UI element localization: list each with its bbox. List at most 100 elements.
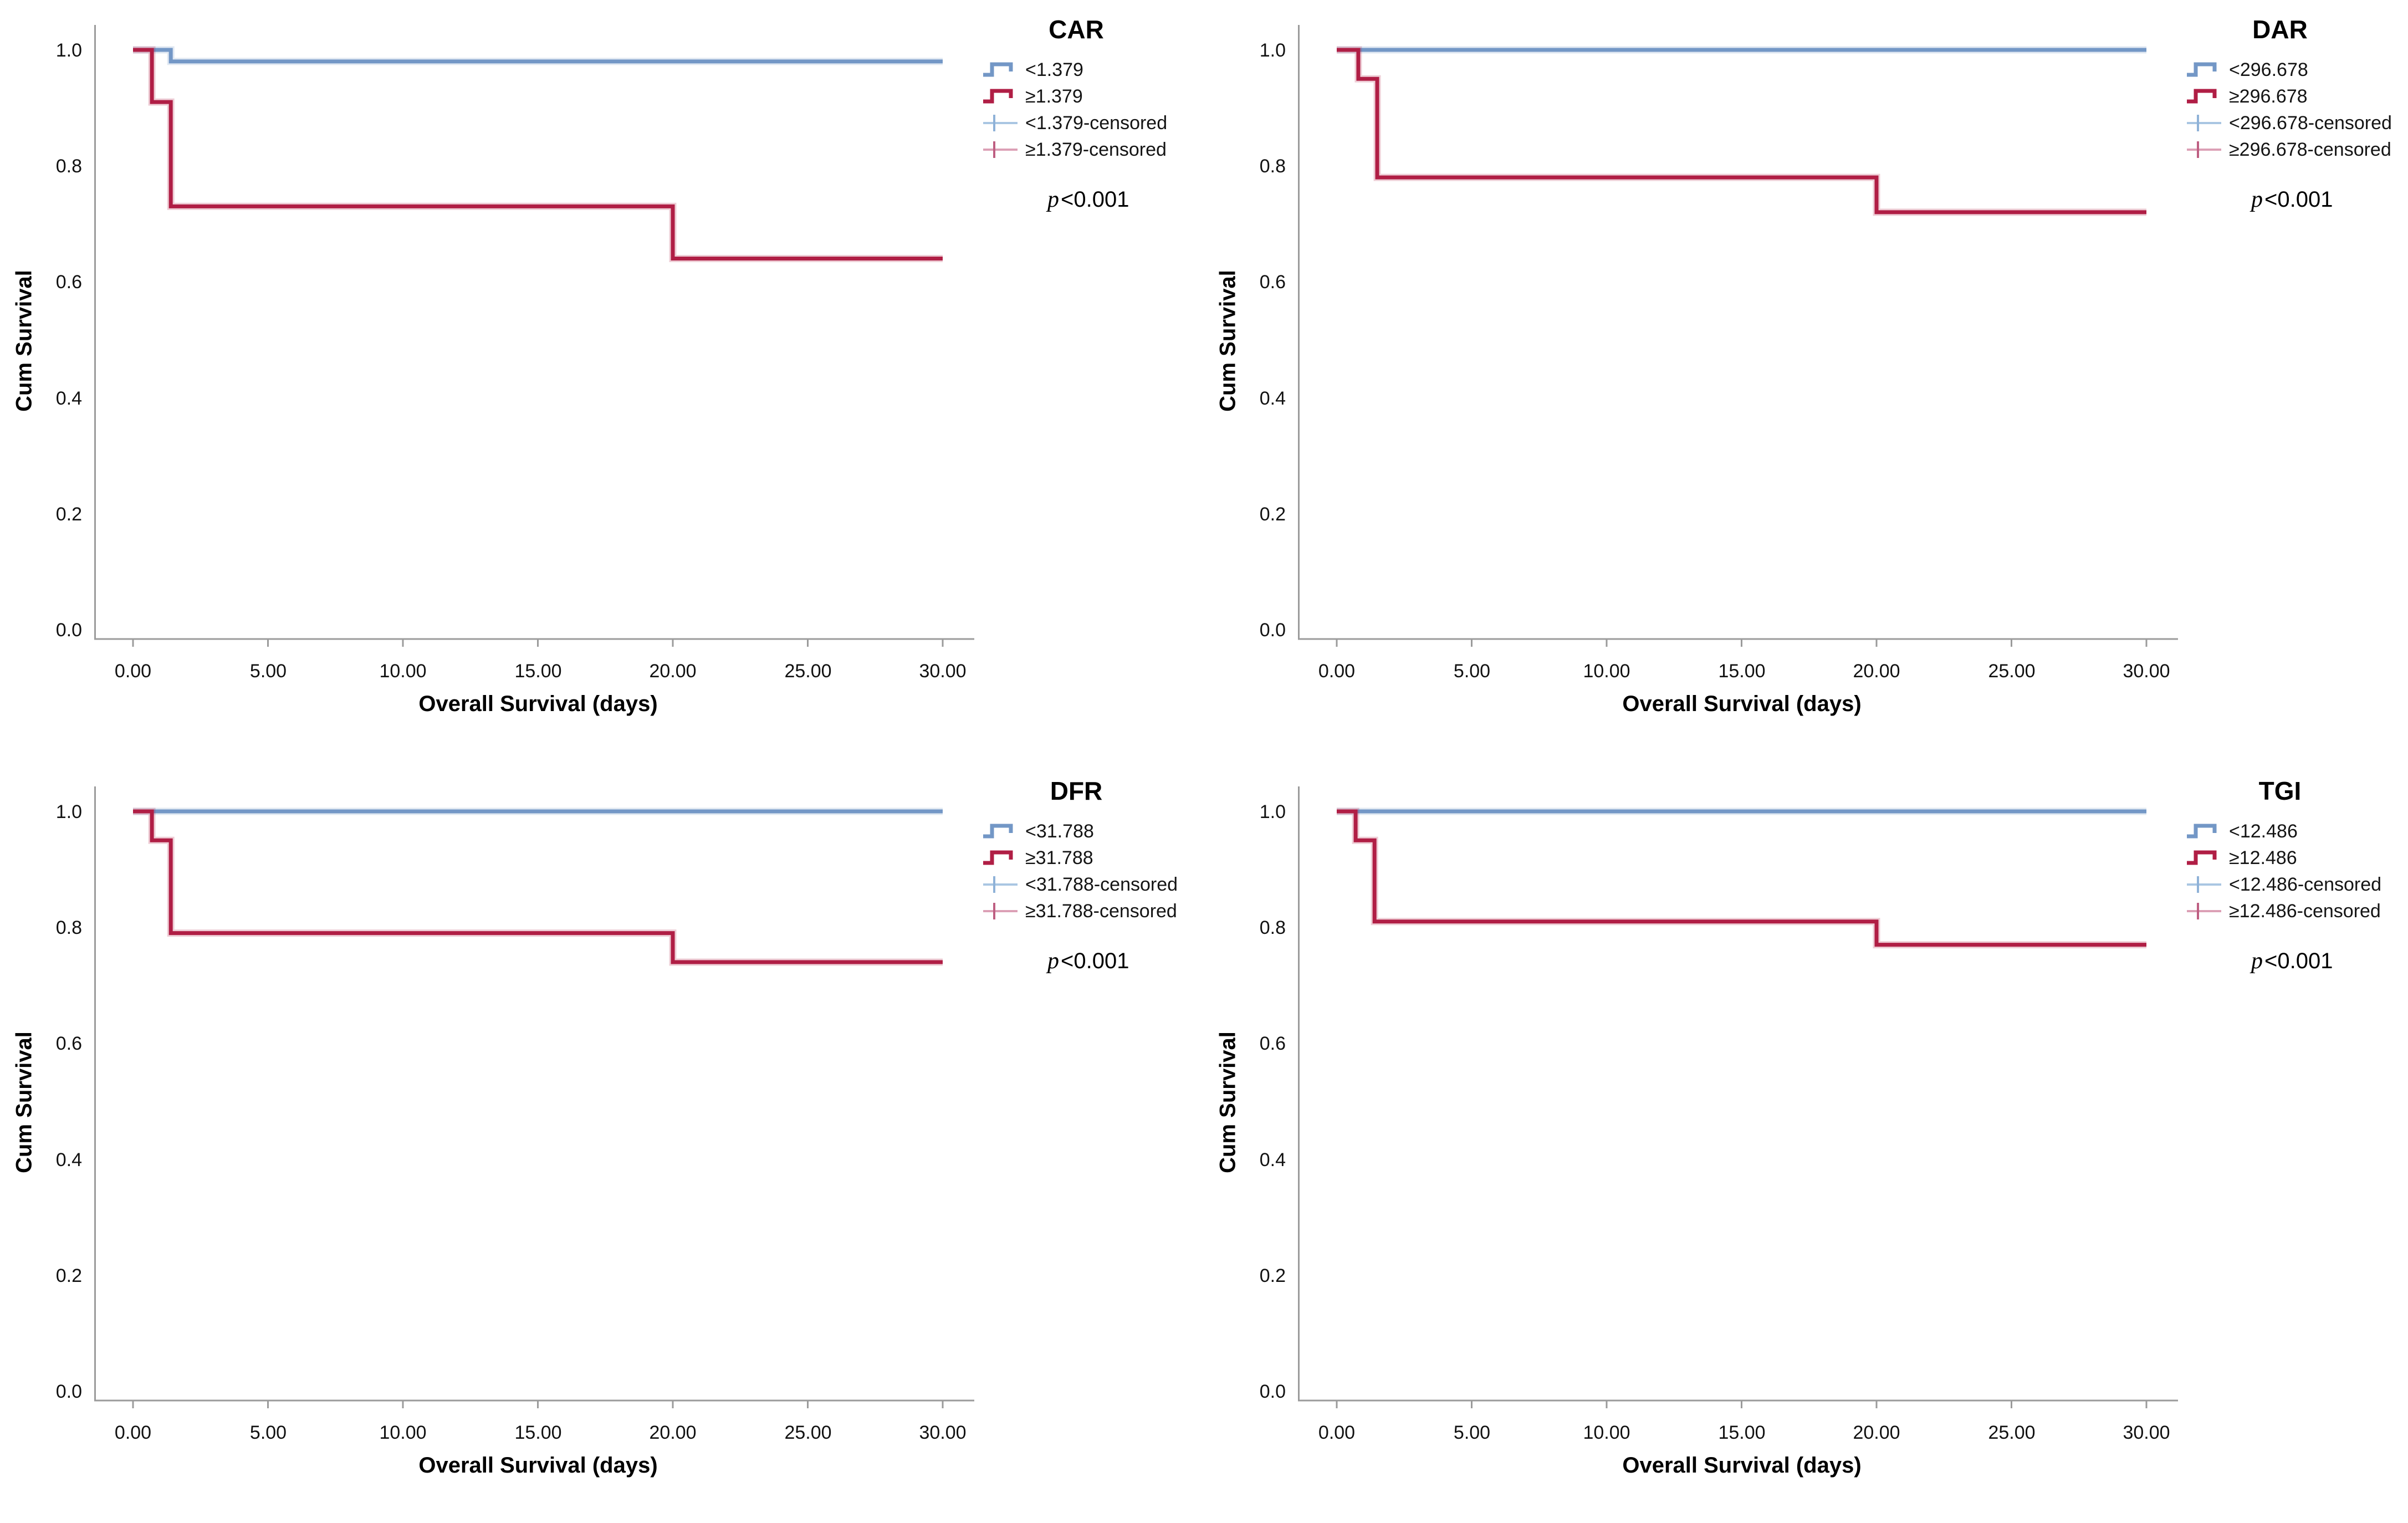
- p-value: p<0.001: [2251, 948, 2333, 974]
- x-tick-label: 0.00: [1318, 1422, 1356, 1443]
- legend-label: <12.486-censored: [2229, 873, 2382, 895]
- y-tick-label: 0.4: [55, 388, 82, 409]
- y-tick-label: 1.0: [55, 40, 82, 61]
- y-tick-label: 1.0: [1259, 40, 1286, 61]
- censored-plus-blue-icon: [983, 115, 1018, 131]
- legend-title: TGI: [2258, 776, 2302, 805]
- y-tick-label: 0.8: [55, 156, 82, 177]
- x-tick-label: 5.00: [249, 1422, 287, 1443]
- legend-item: <1.379-censored: [982, 110, 1170, 136]
- km-plot: [94, 786, 974, 1408]
- y-tick-label: 0.8: [55, 917, 82, 938]
- step-line-red-icon: [983, 850, 1013, 865]
- y-tick-label: 1.0: [55, 801, 82, 822]
- legend-label: <12.486: [2229, 820, 2298, 842]
- legend-label: ≥31.788-censored: [1025, 900, 1177, 922]
- legend-item: ≥1.379-censored: [982, 136, 1170, 163]
- x-tick-label: 20.00: [1853, 1422, 1900, 1443]
- step-line-blue-icon: [2187, 62, 2217, 77]
- x-tick-label: 30.00: [919, 661, 967, 682]
- x-axis-title: Overall Survival (days): [418, 1453, 658, 1478]
- x-tick-label: 10.00: [379, 1422, 427, 1443]
- legend-item: ≥296.678-censored: [2186, 136, 2392, 163]
- legend-label: <1.379: [1025, 59, 1083, 80]
- x-tick-label: 0.00: [114, 1422, 152, 1443]
- censored-plus-blue-icon: [983, 876, 1018, 893]
- x-tick-label: 10.00: [1583, 661, 1630, 682]
- x-tick-label: 10.00: [1583, 1422, 1630, 1443]
- x-tick-label: 30.00: [2123, 661, 2170, 682]
- legend-label: <31.788: [1025, 820, 1094, 842]
- y-tick-label: 0.0: [55, 1381, 82, 1402]
- y-tick-label: 0.6: [55, 272, 82, 293]
- legend-item: ≥296.678: [2186, 83, 2392, 110]
- x-tick-label: 15.00: [1718, 1422, 1766, 1443]
- legend-label: ≥296.678: [2229, 85, 2308, 107]
- y-tick-label: 0.2: [1259, 1265, 1286, 1286]
- legend-label: ≥31.788: [1025, 847, 1093, 868]
- x-tick-label: 10.00: [379, 661, 427, 682]
- y-tick-label: 0.6: [1259, 272, 1286, 293]
- x-tick-label: 15.00: [514, 661, 562, 682]
- legend-title: CAR: [1049, 15, 1104, 44]
- legend-item: ≥12.486-censored: [2186, 898, 2381, 924]
- censored-plus-red-icon: [2187, 903, 2221, 919]
- legend-label: <1.379-censored: [1025, 112, 1168, 134]
- legend-label: ≥296.678-censored: [2229, 139, 2391, 160]
- x-tick-label: 20.00: [649, 661, 697, 682]
- y-tick-label: 0.4: [1259, 388, 1286, 409]
- x-axis-title: Overall Survival (days): [1622, 692, 1862, 716]
- legend-label: <296.678: [2229, 59, 2308, 80]
- censored-plus-red-icon: [983, 903, 1018, 919]
- x-tick-label: 25.00: [784, 1422, 832, 1443]
- legend: CAR <1.379 ≥1.379 <1.379-censored ≥1.379…: [982, 14, 1170, 213]
- y-tick-label: 0.6: [55, 1033, 82, 1054]
- legend-item: ≥31.788-censored: [982, 898, 1178, 924]
- y-tick-label: 0.2: [55, 1265, 82, 1286]
- x-axis-title: Overall Survival (days): [1622, 1453, 1862, 1478]
- legend-item: <296.678: [2186, 57, 2392, 83]
- p-value: p<0.001: [2251, 187, 2333, 212]
- legend-title: DFR: [1050, 776, 1103, 805]
- legend: DAR <296.678 ≥296.678 <296.678-censored …: [2186, 14, 2392, 213]
- y-tick-label: 0.2: [1259, 504, 1286, 525]
- x-tick-label: 5.00: [1453, 661, 1491, 682]
- y-tick-label: 0.4: [55, 1149, 82, 1171]
- km-plot: [1298, 25, 2178, 647]
- legend-item: <12.486-censored: [2186, 871, 2381, 898]
- x-tick-label: 20.00: [649, 1422, 697, 1443]
- legend: DFR <31.788 ≥31.788 <31.788-censored ≥31…: [982, 776, 1178, 974]
- x-tick-label: 0.00: [1318, 661, 1356, 682]
- x-tick-label: 30.00: [919, 1422, 967, 1443]
- step-line-blue-icon: [2187, 824, 2217, 839]
- legend-item: ≥31.788: [982, 845, 1178, 871]
- panel-dfr: Cum Survival 1.0 0.8 0.6 0.4 0.2 0.0 0.0…: [0, 762, 1204, 1523]
- legend-label: ≥12.486-censored: [2229, 900, 2381, 922]
- x-tick-label: 5.00: [249, 661, 287, 682]
- censored-plus-red-icon: [983, 141, 1018, 158]
- y-tick-label: 1.0: [1259, 801, 1286, 822]
- x-tick-label: 15.00: [1718, 661, 1766, 682]
- y-tick-label: 0.8: [1259, 917, 1286, 938]
- panel-car: Cum Survival 1.0 0.8 0.6 0.4 0.2 0.0 0.0…: [0, 0, 1204, 762]
- legend: TGI <12.486 ≥12.486 <12.486-censored ≥12…: [2186, 776, 2381, 974]
- x-tick-label: 20.00: [1853, 661, 1900, 682]
- legend-item: <31.788-censored: [982, 871, 1178, 898]
- step-line-red-icon: [2187, 89, 2217, 104]
- x-tick-label: 25.00: [784, 661, 832, 682]
- x-tick-label: 30.00: [2123, 1422, 2170, 1443]
- legend-label: <31.788-censored: [1025, 873, 1178, 895]
- legend-label: ≥12.486: [2229, 847, 2297, 868]
- legend-label: ≥1.379-censored: [1025, 139, 1167, 160]
- legend-item: <12.486: [2186, 818, 2381, 845]
- y-tick-label: 0.0: [55, 620, 82, 641]
- panel-tgi: Cum Survival 1.0 0.8 0.6 0.4 0.2 0.0 0.0…: [1204, 762, 2408, 1523]
- km-plot: [1298, 786, 2178, 1408]
- x-axis-title: Overall Survival (days): [418, 692, 658, 716]
- step-line-blue-icon: [983, 62, 1013, 77]
- x-tick-label: 25.00: [1988, 1422, 2036, 1443]
- step-line-red-icon: [2187, 850, 2217, 865]
- legend-label: ≥1.379: [1025, 85, 1083, 107]
- p-value: p<0.001: [1047, 187, 1129, 212]
